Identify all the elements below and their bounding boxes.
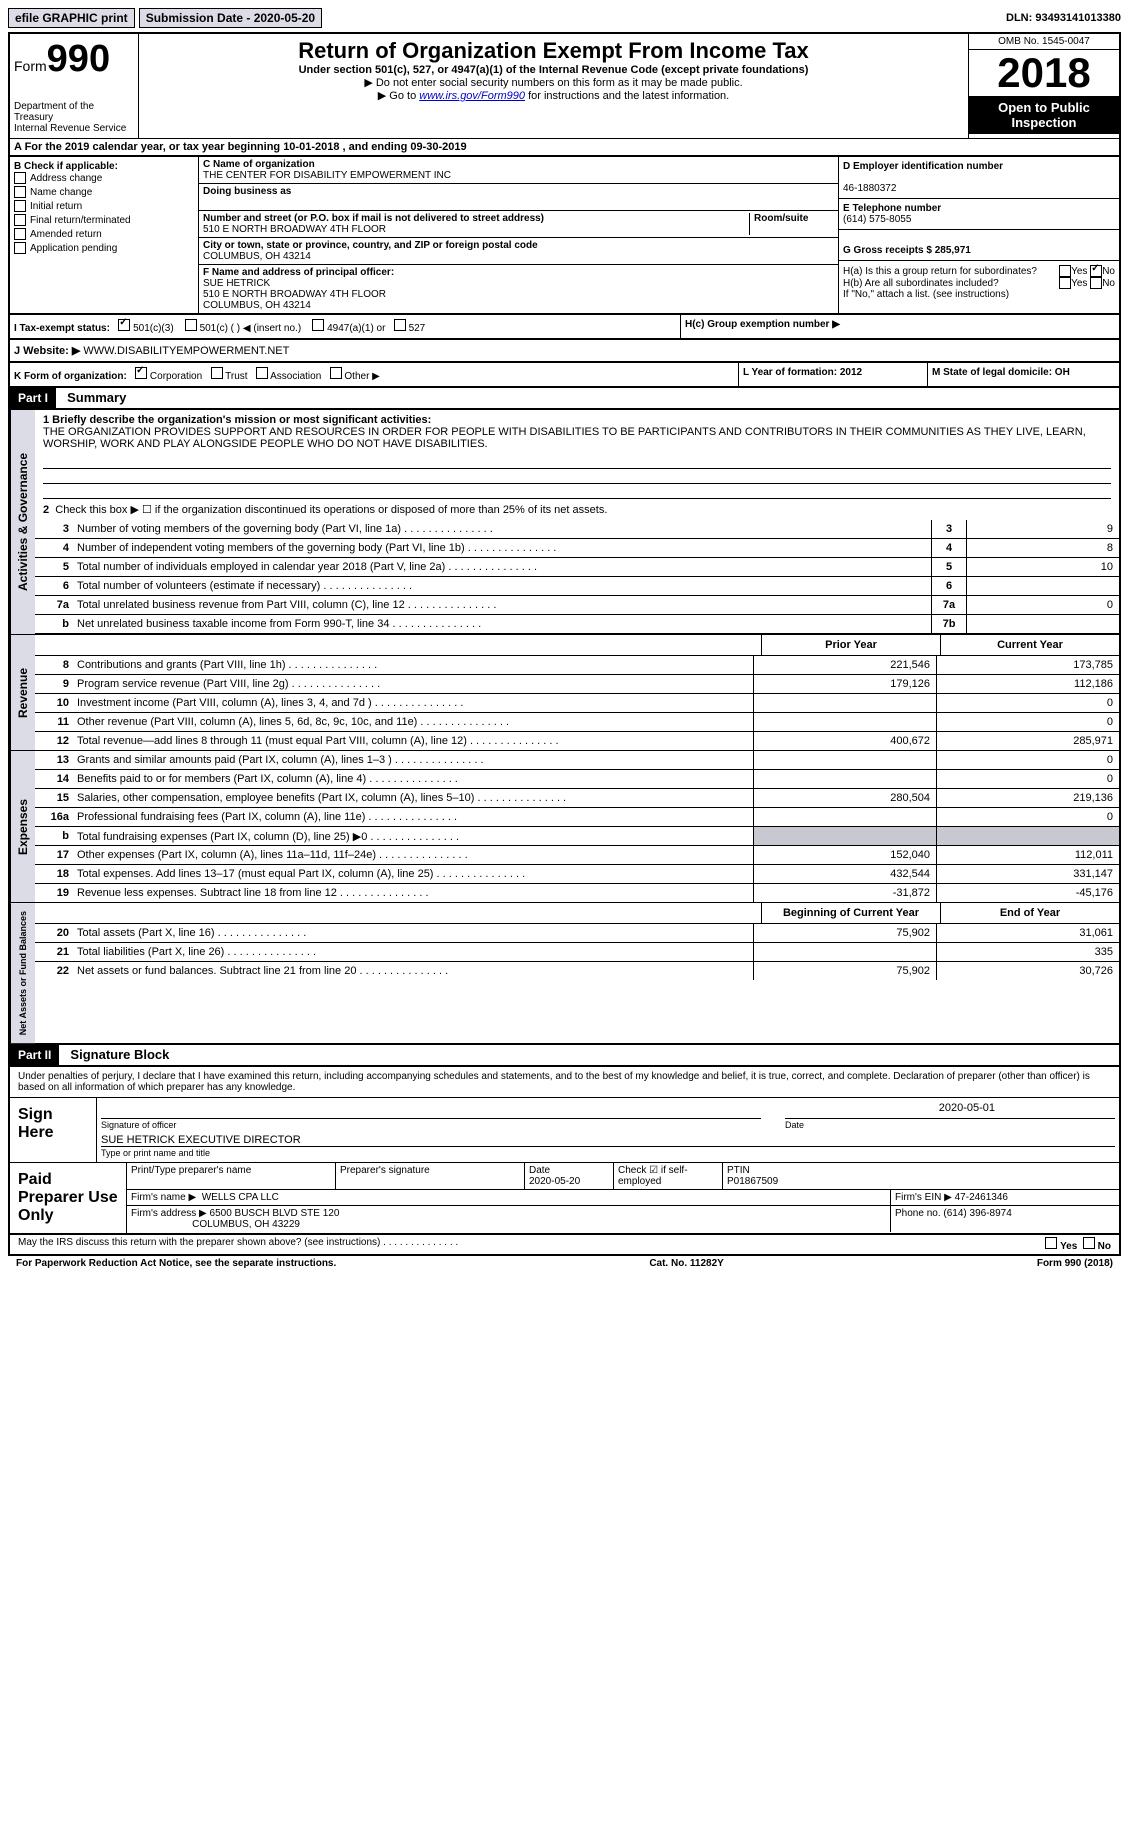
submission-box: Submission Date - 2020-05-20 xyxy=(139,8,322,28)
governance-label: Activities & Governance xyxy=(10,410,35,634)
omb-number: OMB No. 1545-0047 xyxy=(969,34,1119,50)
dln-label: DLN: 93493141013380 xyxy=(1006,12,1121,24)
note2: ▶ Go to www.irs.gov/Form990 for instruct… xyxy=(143,89,964,102)
revenue-label: Revenue xyxy=(10,635,35,750)
part1-title: Summary xyxy=(59,390,126,405)
column-right: D Employer identification number 46-1880… xyxy=(838,157,1119,313)
expense-line: 19 Revenue less expenses. Subtract line … xyxy=(35,884,1119,902)
efile-box: efile GRAPHIC print xyxy=(8,8,135,28)
expenses-label: Expenses xyxy=(10,751,35,902)
discuss-row: May the IRS discuss this return with the… xyxy=(8,1235,1121,1256)
tax-year: 2018 xyxy=(969,50,1119,96)
part1-header: Part I xyxy=(10,388,56,408)
signature-block: Under penalties of perjury, I declare th… xyxy=(8,1067,1121,1235)
footer-note: For Paperwork Reduction Act Notice, see … xyxy=(8,1256,1121,1271)
expense-line: b Total fundraising expenses (Part IX, c… xyxy=(35,827,1119,846)
expense-line: 15 Salaries, other compensation, employe… xyxy=(35,789,1119,808)
revenue-line: 9 Program service revenue (Part VIII, li… xyxy=(35,675,1119,694)
form-title: Return of Organization Exempt From Incom… xyxy=(143,38,964,64)
revenue-line: 8 Contributions and grants (Part VIII, l… xyxy=(35,656,1119,675)
sign-here-label: Sign Here xyxy=(10,1098,97,1162)
netassets-line: 20 Total assets (Part X, line 16) 75,902… xyxy=(35,924,1119,943)
note1: ▶ Do not enter social security numbers o… xyxy=(143,76,964,89)
part2-row: Part II Signature Block xyxy=(8,1045,1121,1067)
form-subtitle: Under section 501(c), 527, or 4947(a)(1)… xyxy=(143,64,964,76)
tax-exempt-row: I Tax-exempt status: 501(c)(3) 501(c) ( … xyxy=(8,315,1121,340)
paid-preparer-label: Paid Preparer Use Only xyxy=(10,1163,127,1233)
top-bar: efile GRAPHIC print Submission Date - 20… xyxy=(8,8,1121,28)
revenue-line: 11 Other revenue (Part VIII, column (A),… xyxy=(35,713,1119,732)
part2-title: Signature Block xyxy=(62,1047,169,1062)
expense-line: 18 Total expenses. Add lines 13–17 (must… xyxy=(35,865,1119,884)
website-row: J Website: ▶ WWW.DISABILITYEMPOWERMENT.N… xyxy=(8,340,1121,363)
netassets-line: 21 Total liabilities (Part X, line 26) 3… xyxy=(35,943,1119,962)
revenue-line: 10 Investment income (Part VIII, column … xyxy=(35,694,1119,713)
gov-line: 5 Total number of individuals employed i… xyxy=(35,558,1119,577)
expense-line: 14 Benefits paid to or for members (Part… xyxy=(35,770,1119,789)
summary-body: Activities & Governance 1 Briefly descri… xyxy=(8,410,1121,1045)
expense-line: 13 Grants and similar amounts paid (Part… xyxy=(35,751,1119,770)
form-header: Form990 Department of the Treasury Inter… xyxy=(8,32,1121,138)
irs-link[interactable]: www.irs.gov/Form990 xyxy=(419,90,525,102)
gov-line: 4 Number of independent voting members o… xyxy=(35,539,1119,558)
gov-line: 3 Number of voting members of the govern… xyxy=(35,520,1119,539)
expense-line: 16a Professional fundraising fees (Part … xyxy=(35,808,1119,827)
revenue-line: 12 Total revenue—add lines 8 through 11 … xyxy=(35,732,1119,750)
row-a: A For the 2019 calendar year, or tax yea… xyxy=(8,138,1121,157)
gov-line: b Net unrelated business taxable income … xyxy=(35,615,1119,634)
expense-line: 17 Other expenses (Part IX, column (A), … xyxy=(35,846,1119,865)
netassets-label: Net Assets or Fund Balances xyxy=(10,903,35,1043)
k-row: K Form of organization: Corporation Trus… xyxy=(8,363,1121,388)
form-label: Form xyxy=(14,58,47,74)
column-c: C Name of organization THE CENTER FOR DI… xyxy=(199,157,838,313)
part1-row: Part I Summary xyxy=(8,388,1121,410)
column-b: B Check if applicable: Address change Na… xyxy=(10,157,199,313)
section-bcdefg: B Check if applicable: Address change Na… xyxy=(8,157,1121,315)
irs-label: Internal Revenue Service xyxy=(14,123,134,134)
gov-line: 7a Total unrelated business revenue from… xyxy=(35,596,1119,615)
part2-header: Part II xyxy=(10,1045,59,1065)
form-number: 990 xyxy=(47,38,110,80)
netassets-line: 22 Net assets or fund balances. Subtract… xyxy=(35,962,1119,980)
gov-line: 6 Total number of volunteers (estimate i… xyxy=(35,577,1119,596)
open-public-badge: Open to Public Inspection xyxy=(969,96,1119,134)
dept-label: Department of the Treasury xyxy=(14,101,134,123)
